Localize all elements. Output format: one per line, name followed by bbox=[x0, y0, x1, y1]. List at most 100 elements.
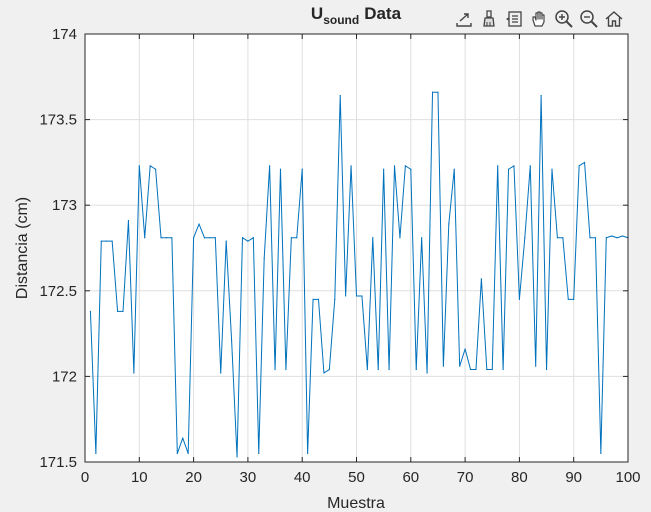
data-point bbox=[312, 298, 314, 300]
zoom-out-icon bbox=[579, 10, 598, 28]
data-point bbox=[334, 298, 336, 300]
brush-button[interactable] bbox=[477, 7, 500, 31]
data-point bbox=[573, 298, 575, 300]
title-subscript: sound bbox=[323, 13, 359, 27]
y-tick-label: 173 bbox=[52, 197, 77, 214]
data-point bbox=[100, 240, 102, 242]
data-point bbox=[160, 237, 162, 239]
x-tick-label: 50 bbox=[348, 469, 365, 486]
export-button[interactable] bbox=[452, 7, 475, 31]
zoom-in-button[interactable] bbox=[552, 7, 575, 31]
x-tick-label: 80 bbox=[511, 469, 528, 486]
data-point bbox=[247, 240, 249, 242]
data-point bbox=[578, 165, 580, 167]
data-point bbox=[589, 237, 591, 239]
data-point bbox=[220, 372, 222, 374]
data-point bbox=[269, 165, 271, 167]
data-point bbox=[524, 237, 526, 239]
data-point bbox=[182, 437, 184, 439]
chart-title: Usound Data bbox=[311, 4, 402, 27]
zoom-out-button[interactable] bbox=[577, 7, 600, 31]
home-icon bbox=[605, 11, 622, 27]
x-tick-label: 100 bbox=[615, 469, 640, 486]
x-axis-label: Muestra bbox=[327, 495, 385, 512]
data-point bbox=[545, 368, 548, 371]
data-point bbox=[263, 257, 265, 259]
x-ticks: 0 10 20 30 40 50 60 70 80 90 100 bbox=[81, 34, 641, 486]
data-point bbox=[116, 310, 119, 312]
data-point bbox=[106, 240, 108, 242]
data-point bbox=[383, 168, 385, 170]
datatip-button[interactable] bbox=[502, 7, 525, 31]
data-point bbox=[95, 452, 97, 455]
data-point bbox=[437, 91, 439, 93]
data-point bbox=[562, 237, 564, 239]
y-tick-label: 172.5 bbox=[39, 283, 77, 300]
data-point bbox=[502, 368, 504, 371]
data-point bbox=[111, 240, 113, 242]
axes-toolbar bbox=[452, 6, 625, 32]
data-point bbox=[361, 295, 363, 297]
y-tick-label: 173.5 bbox=[39, 112, 77, 129]
data-point bbox=[453, 168, 455, 170]
x-tick-label: 70 bbox=[457, 469, 474, 486]
data-point bbox=[507, 168, 510, 170]
data-point bbox=[415, 368, 417, 371]
home-button[interactable] bbox=[602, 7, 625, 31]
y-axis-label: Distancia (cm) bbox=[14, 197, 31, 299]
data-point bbox=[355, 295, 358, 297]
y-tick-label: 171.5 bbox=[39, 454, 77, 471]
x-tick-label: 30 bbox=[240, 469, 257, 486]
data-point bbox=[258, 452, 260, 455]
data-point bbox=[513, 165, 515, 167]
data-point bbox=[404, 165, 406, 167]
data-point bbox=[393, 165, 396, 167]
data-point bbox=[274, 368, 276, 371]
brush-icon bbox=[482, 10, 495, 27]
pan-button[interactable] bbox=[527, 7, 550, 31]
data-point bbox=[307, 452, 309, 455]
data-point bbox=[285, 368, 287, 371]
zoom-in-icon bbox=[554, 10, 573, 28]
title-main: U bbox=[311, 4, 323, 23]
data-point bbox=[372, 237, 374, 239]
x-tick-label: 60 bbox=[402, 469, 419, 486]
data-point bbox=[366, 368, 368, 371]
data-point bbox=[611, 235, 613, 237]
pan-hand-icon bbox=[531, 11, 545, 27]
data-point bbox=[214, 237, 216, 239]
data-point bbox=[621, 235, 624, 237]
x-tick-label: 20 bbox=[185, 469, 202, 486]
series-layer[interactable] bbox=[89, 91, 629, 458]
x-tick-label: 40 bbox=[294, 469, 311, 486]
data-point bbox=[583, 161, 586, 163]
series-line[interactable] bbox=[89, 91, 629, 458]
data-point bbox=[127, 220, 130, 222]
title-rest: Data bbox=[364, 4, 401, 23]
data-point bbox=[154, 168, 157, 170]
data-point bbox=[323, 372, 325, 374]
data-point bbox=[301, 168, 303, 170]
x-tick-label: 10 bbox=[131, 469, 148, 486]
data-point bbox=[594, 237, 597, 239]
data-point bbox=[225, 240, 227, 242]
data-point bbox=[600, 452, 602, 455]
data-point bbox=[345, 295, 347, 297]
data-point bbox=[133, 372, 135, 374]
y-tick-label: 172 bbox=[52, 368, 77, 385]
data-point bbox=[231, 339, 233, 342]
data-point bbox=[426, 372, 428, 374]
data-point bbox=[198, 223, 200, 225]
data-point bbox=[410, 168, 412, 170]
data-point bbox=[616, 237, 618, 239]
data-point bbox=[459, 365, 461, 367]
data-point bbox=[89, 310, 92, 312]
data-point bbox=[448, 223, 450, 225]
data-point bbox=[535, 365, 537, 367]
y-tick-label: 174 bbox=[52, 26, 77, 43]
data-point bbox=[203, 237, 206, 239]
data-point bbox=[149, 165, 151, 167]
x-tick-label: 90 bbox=[565, 469, 582, 486]
data-point bbox=[165, 237, 168, 239]
data-point bbox=[497, 165, 499, 167]
